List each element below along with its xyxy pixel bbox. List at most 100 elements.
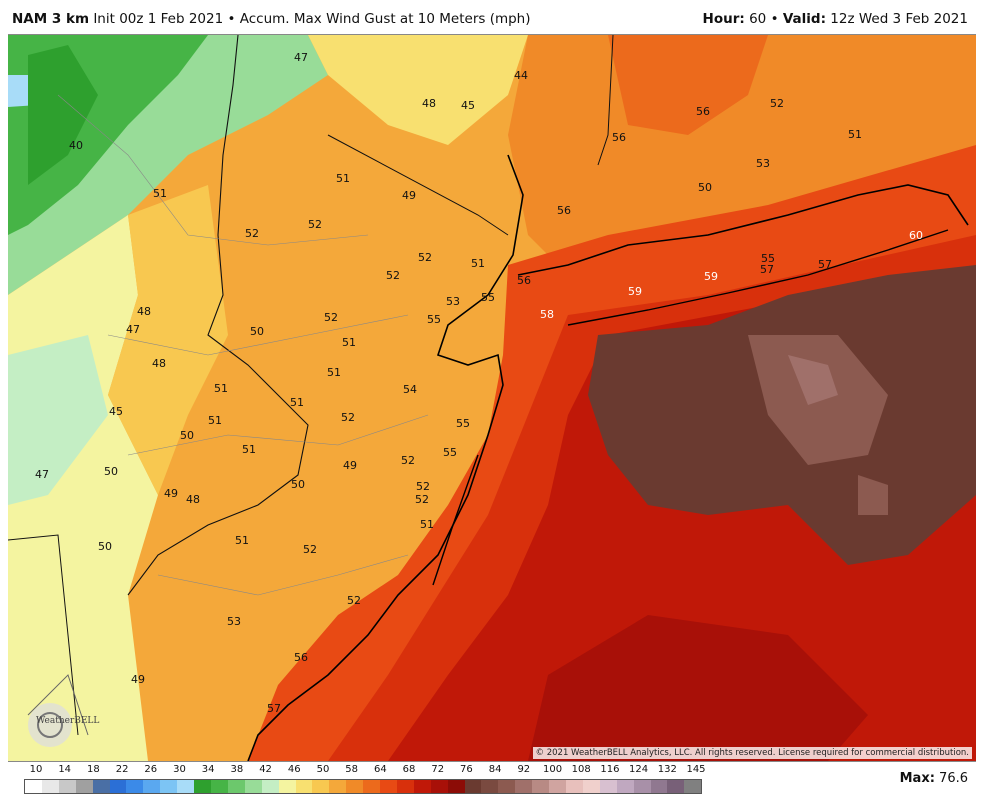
scale-swatch xyxy=(312,780,330,793)
scale-swatch xyxy=(633,780,651,793)
scale-swatch xyxy=(177,780,195,793)
gust-label: 50 xyxy=(291,478,305,491)
valid-value: 12z Wed 3 Feb 2021 xyxy=(830,11,968,27)
gust-label: 51 xyxy=(290,396,304,409)
weatherbell-logo: WeatherBELL xyxy=(28,703,99,747)
gust-label: 48 xyxy=(137,305,151,318)
gust-label: 48 xyxy=(152,357,166,370)
gust-label: 40 xyxy=(69,139,83,152)
gust-label: 55 xyxy=(443,446,457,459)
gust-label: 52 xyxy=(386,269,400,282)
scale-swatch xyxy=(650,780,668,793)
gust-label: 50 xyxy=(698,181,712,194)
scale-swatch xyxy=(160,780,178,793)
scale-color-bar xyxy=(24,779,702,794)
scale-tick-label: 100 xyxy=(542,764,563,775)
scale-swatch xyxy=(278,780,296,793)
scale-tick-label: 38 xyxy=(230,764,244,775)
gust-label: 50 xyxy=(250,325,264,338)
scale-tick-label: 14 xyxy=(58,764,72,775)
scale-swatch xyxy=(447,780,465,793)
gust-label: 56 xyxy=(517,274,531,287)
scale-tick-label: 30 xyxy=(173,764,186,775)
scale-tick-label: 18 xyxy=(87,764,100,775)
gust-label: 51 xyxy=(342,336,356,349)
gust-label: 56 xyxy=(557,204,571,217)
gust-label: 52 xyxy=(401,454,415,467)
gust-label: 51 xyxy=(153,187,167,200)
init-time: Init 00z 1 Feb 2021 xyxy=(93,11,224,27)
map-title: NAM 3 km Init 00z 1 Feb 2021 • Accum. Ma… xyxy=(12,11,531,27)
logo-text: WeatherBELL xyxy=(36,716,99,726)
gust-label: 45 xyxy=(461,99,475,112)
gust-label: 52 xyxy=(341,411,355,424)
scale-swatch xyxy=(346,780,364,793)
scale-tick-label: 64 xyxy=(373,764,387,775)
gust-label: 57 xyxy=(818,258,832,271)
scale-tick-label: 116 xyxy=(600,764,620,775)
scale-swatch xyxy=(92,780,110,793)
gust-label: 51 xyxy=(208,414,222,427)
scale-swatch xyxy=(667,780,685,793)
scale-swatch xyxy=(396,780,414,793)
scale-swatch xyxy=(464,780,482,793)
gust-label: 56 xyxy=(612,131,626,144)
gust-label: 55 xyxy=(456,417,470,430)
gust-label: 55 xyxy=(481,291,495,304)
gust-label: 56 xyxy=(294,651,308,664)
scale-swatch xyxy=(194,780,211,793)
gust-label: 59 xyxy=(704,270,718,283)
max-value: 76.6 xyxy=(939,771,968,786)
scale-tick-label: 68 xyxy=(402,764,416,775)
scale-tick-label: 46 xyxy=(287,764,301,775)
scale-tick-label: 10 xyxy=(29,764,43,775)
scale-swatch xyxy=(532,780,550,793)
scale-tick-labels: 10 14 18 22 26 30 34 38 42 46 50 58 64 68 72 76 84 92 100 1… xyxy=(24,764,706,778)
scale-tick-label: 72 xyxy=(431,764,445,775)
max-label: Max: xyxy=(899,771,935,786)
gust-label: 51 xyxy=(242,443,256,456)
scale-swatch xyxy=(582,780,600,793)
gust-label: 51 xyxy=(235,534,249,547)
model-name: NAM 3 km xyxy=(12,11,90,27)
scale-swatch xyxy=(210,780,228,793)
scale-swatch xyxy=(295,780,313,793)
gust-label: 50 xyxy=(180,429,194,442)
gust-label: 50 xyxy=(104,465,118,478)
gust-label: 52 xyxy=(303,543,317,556)
valid-label: Valid: xyxy=(782,11,826,27)
gust-label: 51 xyxy=(336,172,350,185)
scale-swatch xyxy=(227,780,245,793)
scale-swatch xyxy=(58,780,76,793)
gust-label: 52 xyxy=(416,480,430,493)
scale-swatch xyxy=(481,780,499,793)
gust-label: 48 xyxy=(186,493,200,506)
gust-label: 55 xyxy=(761,252,775,265)
hour-label: Hour: xyxy=(702,11,745,27)
scale-tick-label: 22 xyxy=(115,764,129,775)
scale-swatch xyxy=(430,780,448,793)
gust-label: 51 xyxy=(420,518,434,531)
scale-swatch xyxy=(599,780,617,793)
gust-label: 49 xyxy=(343,459,357,472)
gust-label: 50 xyxy=(98,540,112,553)
scale-swatch xyxy=(380,780,397,793)
copyright-notice: © 2021 WeatherBELL Analytics, LLC. All r… xyxy=(532,747,972,759)
scale-swatch xyxy=(41,780,59,793)
product-name: Accum. Max Wind Gust at 10 Meters (mph) xyxy=(239,11,531,27)
wind-gust-map: 47 44 48 45 56 52 56 51 40 53 51 50 51 49 56 52 52 60 52 51… xyxy=(8,34,976,762)
gust-label: 49 xyxy=(402,189,416,202)
gust-label: 47 xyxy=(35,468,49,481)
gust-label: 52 xyxy=(308,218,322,231)
scale-swatch xyxy=(616,780,634,793)
gust-label: 52 xyxy=(245,227,259,240)
gust-label: 51 xyxy=(327,366,341,379)
scale-swatch xyxy=(684,780,702,793)
gust-label: 47 xyxy=(126,323,140,336)
scale-tick-label: 132 xyxy=(657,764,677,775)
gust-label: 55 xyxy=(427,313,441,326)
scale-tick-label: 92 xyxy=(517,764,531,775)
scale-swatch xyxy=(126,780,144,793)
gust-label: 45 xyxy=(109,405,123,418)
gust-label: 44 xyxy=(514,69,528,82)
